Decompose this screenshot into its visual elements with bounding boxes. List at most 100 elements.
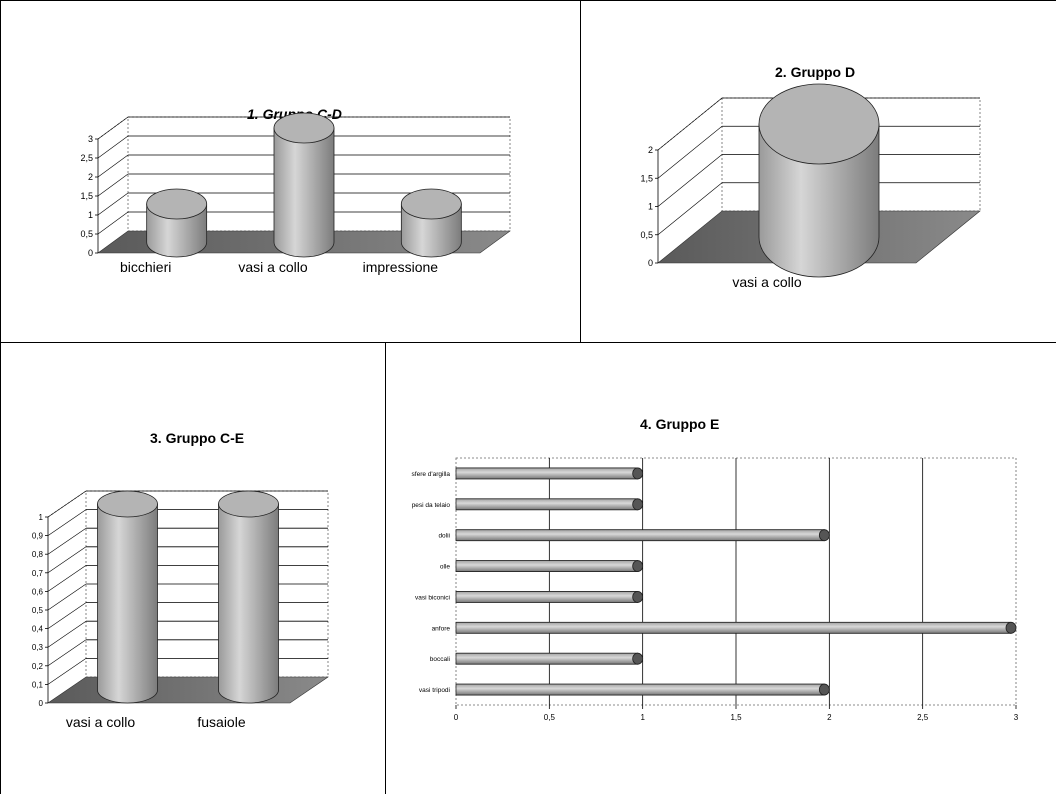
side-gridline [47, 620, 87, 648]
x-tick-label: fusaiole [197, 714, 245, 730]
bar-top [97, 490, 158, 518]
bar [218, 503, 279, 704]
y-tick-label: olle [440, 564, 451, 571]
side-gridline [47, 658, 87, 685]
bar-top [218, 490, 279, 518]
y-tick-label: 0,7 [32, 569, 44, 578]
side-gridline [97, 211, 129, 235]
bar-top [758, 83, 880, 165]
bar [758, 123, 880, 278]
x-tick-label: bicchieri [120, 259, 171, 275]
side-gridline [47, 490, 87, 518]
y-tick-label: 3 [88, 134, 93, 144]
y-tick-label: anfore [432, 625, 451, 632]
y-tick-label: 0,5 [640, 230, 653, 240]
side-gridline [47, 527, 87, 555]
x-tick-label: 3 [1014, 713, 1019, 722]
bar-end [632, 591, 644, 603]
y-tick-label: 0,9 [32, 532, 44, 541]
x-tick-label: vasi a collo [66, 714, 135, 730]
side-gridline [97, 173, 129, 197]
bar-end [818, 529, 830, 542]
bar-end [632, 652, 644, 665]
panel-divider-horizontal [0, 342, 1056, 343]
bar [97, 503, 158, 704]
side-gridline [97, 116, 129, 140]
y-tick-label: 2 [648, 145, 653, 155]
x-tick-label: 2,5 [917, 713, 929, 722]
bar [273, 127, 335, 258]
bar [455, 591, 639, 603]
y-tick-label: 0 [39, 699, 44, 708]
y-tick-label: 0,8 [32, 550, 44, 559]
side-gridline [657, 182, 723, 235]
y-tick-label: 0,5 [32, 606, 44, 615]
bar-end [818, 683, 830, 696]
y-tick-label: 1 [88, 210, 93, 220]
y-tick-label: dolii [438, 533, 450, 540]
x-tick-label: 2 [827, 713, 832, 722]
panel-border-top [0, 0, 1056, 1]
y-tick-label: vasi biconici [415, 594, 450, 601]
y-tick-label: boccali [430, 656, 450, 663]
bar-top [273, 112, 335, 144]
y-tick-label: 1 [39, 513, 44, 522]
y-tick-label: 0 [648, 258, 653, 268]
side-gridline [47, 546, 87, 574]
y-tick-label: 1,5 [80, 191, 93, 201]
y-tick-label: 0,1 [32, 680, 44, 689]
bar-top [400, 188, 462, 220]
panel-border-left [0, 0, 1, 794]
y-tick-label: 2 [88, 172, 93, 182]
bar [455, 652, 639, 665]
y-tick-label: 0,3 [32, 643, 44, 652]
bar-end [632, 560, 644, 572]
side-gridline [47, 602, 87, 629]
plot-floor [47, 676, 329, 704]
y-tick-label: 1 [648, 202, 653, 212]
side-gridline [47, 509, 87, 536]
side-gridline [657, 97, 723, 151]
bar-end [1005, 621, 1017, 634]
x-tick-label: 0,5 [544, 713, 556, 722]
bar [455, 683, 825, 696]
chart-title: 3. Gruppo C-E [150, 430, 245, 446]
bar [455, 467, 639, 480]
panel-divider-vertical-bottom [385, 342, 386, 794]
x-tick-label: impressione [363, 259, 439, 275]
x-tick-label: 0 [454, 713, 459, 722]
side-gridline [97, 154, 129, 178]
bar [455, 498, 639, 511]
side-gridline [47, 565, 87, 592]
side-gridline [97, 192, 129, 216]
side-gridline [47, 639, 87, 667]
x-tick-label: vasi a collo [732, 274, 801, 290]
bar [455, 621, 1012, 634]
side-gridline [657, 126, 723, 179]
panel-divider-vertical-top [580, 0, 581, 342]
y-tick-label: 0 [88, 248, 93, 258]
y-tick-label: pesi da telaio [412, 502, 451, 509]
chart-title: 4. Gruppo E [640, 416, 720, 432]
y-tick-label: vasi tripodi [419, 687, 450, 694]
y-tick-label: 2,5 [80, 153, 93, 163]
chart-title: 2. Gruppo D [775, 64, 856, 80]
y-tick-label: 0,5 [80, 229, 93, 239]
y-tick-label: 0,2 [32, 662, 44, 671]
bar-top [146, 188, 208, 220]
y-tick-label: 0,6 [32, 587, 44, 596]
bar-end [632, 498, 644, 511]
bar-end [632, 467, 644, 480]
side-gridline [97, 135, 129, 159]
y-tick-label: 1,5 [640, 173, 653, 183]
y-tick-label: sfere d'argilla [412, 471, 451, 478]
x-tick-label: 1 [640, 713, 645, 722]
bar [455, 560, 639, 572]
bar [455, 529, 825, 542]
side-gridline [47, 583, 87, 611]
side-gridline [657, 154, 723, 207]
x-tick-label: vasi a collo [238, 259, 307, 275]
y-tick-label: 0,4 [32, 625, 44, 634]
x-tick-label: 1,5 [730, 713, 742, 722]
